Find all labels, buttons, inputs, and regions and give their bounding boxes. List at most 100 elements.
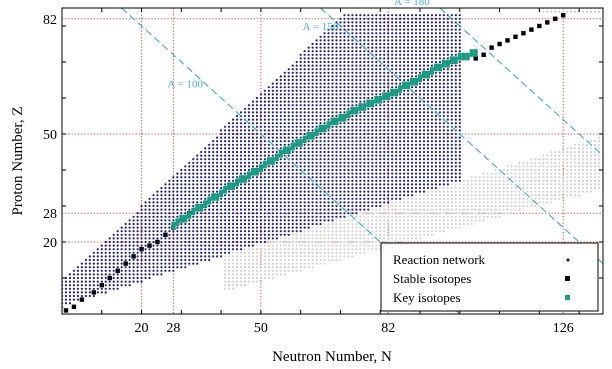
network-point — [176, 186, 179, 190]
network-point — [403, 118, 406, 121]
network-point — [387, 132, 390, 136]
background-isotope — [490, 187, 493, 189]
network-point — [291, 140, 294, 143]
network-point — [311, 204, 314, 208]
network-point — [92, 287, 95, 290]
network-point — [403, 136, 406, 139]
background-isotope — [466, 208, 469, 211]
network-point — [255, 161, 259, 164]
network-point — [375, 57, 378, 60]
background-isotope — [578, 169, 581, 171]
background-isotope — [482, 194, 485, 197]
network-point — [275, 197, 278, 200]
background-isotope — [363, 226, 366, 229]
network-point — [287, 186, 290, 190]
network-point — [359, 57, 362, 60]
network-point — [192, 251, 195, 254]
network-point — [331, 32, 334, 35]
network-point — [128, 226, 131, 229]
network-point — [422, 176, 426, 179]
network-point — [275, 107, 278, 110]
network-point — [68, 284, 72, 287]
network-point — [391, 114, 394, 118]
background-isotope — [470, 179, 473, 182]
network-point — [212, 233, 215, 236]
background-isotope — [403, 230, 406, 233]
network-point — [112, 233, 115, 236]
network-point — [295, 75, 298, 78]
network-point — [208, 240, 211, 244]
network-point — [391, 75, 394, 78]
network-point — [422, 68, 426, 71]
background-isotope — [228, 273, 230, 276]
network-point — [136, 273, 139, 276]
network-point — [120, 280, 123, 283]
network-point — [192, 158, 195, 161]
network-point — [196, 158, 199, 161]
network-point — [343, 122, 346, 125]
network-point — [434, 165, 438, 168]
network-point — [136, 248, 139, 251]
network-point — [438, 100, 442, 103]
background-isotope — [319, 233, 322, 236]
network-point — [188, 179, 191, 182]
network-point — [307, 57, 310, 60]
background-isotope — [526, 187, 529, 189]
network-point — [180, 222, 183, 226]
network-point — [108, 269, 111, 272]
background-isotope — [267, 248, 270, 251]
network-point — [176, 251, 179, 254]
network-point — [132, 276, 135, 280]
network-point — [410, 93, 414, 96]
network-point — [454, 168, 457, 172]
network-point — [196, 194, 199, 197]
network-point — [311, 197, 314, 200]
background-isotope — [502, 208, 505, 211]
network-point — [287, 208, 290, 211]
network-point — [315, 64, 318, 67]
network-point — [395, 122, 398, 125]
network-point — [454, 140, 457, 143]
network-point — [235, 122, 239, 125]
network-point — [343, 17, 346, 20]
network-point — [152, 240, 155, 244]
network-point — [319, 96, 322, 100]
network-point — [303, 100, 306, 103]
network-point — [335, 111, 338, 114]
network-point — [442, 86, 445, 89]
network-point — [391, 86, 394, 89]
network-point — [239, 183, 243, 186]
network-point — [418, 165, 422, 168]
network-point — [363, 136, 366, 139]
network-point — [283, 161, 286, 164]
network-point — [387, 161, 390, 164]
network-point — [379, 57, 382, 60]
network-point — [351, 28, 354, 31]
network-point — [414, 71, 418, 74]
background-isotope — [454, 212, 457, 215]
network-point — [367, 197, 370, 200]
network-point — [406, 100, 410, 103]
network-point — [458, 140, 461, 143]
network-point — [434, 186, 438, 190]
background-isotope — [534, 161, 537, 164]
network-point — [216, 222, 219, 226]
network-point — [152, 194, 155, 197]
background-isotope — [232, 269, 234, 272]
network-point — [363, 71, 366, 74]
network-point — [327, 136, 330, 139]
network-point — [367, 204, 370, 208]
network-point — [220, 129, 223, 132]
network-point — [339, 158, 342, 161]
network-point — [395, 147, 398, 150]
network-point — [430, 86, 434, 89]
network-point — [343, 172, 346, 175]
network-point — [414, 114, 418, 118]
network-point — [239, 186, 243, 190]
background-isotope — [506, 165, 509, 168]
network-point — [359, 78, 362, 82]
network-point — [164, 262, 167, 265]
network-point — [172, 219, 175, 222]
network-point — [422, 86, 426, 89]
network-point — [184, 201, 187, 204]
